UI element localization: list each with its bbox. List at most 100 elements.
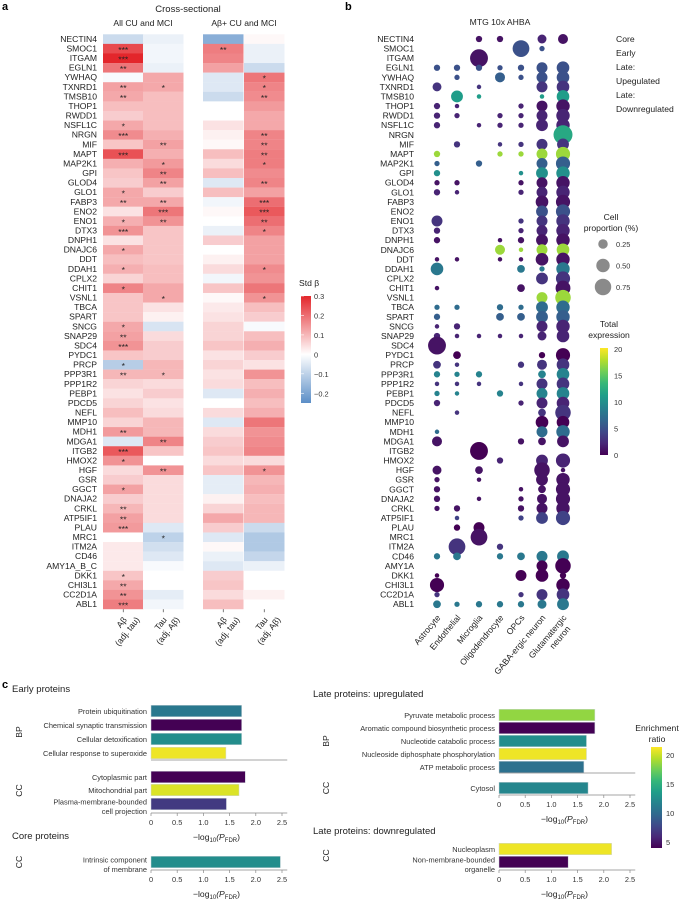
heatmap-cell <box>103 542 144 552</box>
heatmap-cell <box>143 312 184 322</box>
x-tick-label: 1.0 <box>546 800 556 809</box>
bar-label: Cellular response to superoxide <box>43 749 147 758</box>
dotplot-gene-label: GLOD4 <box>385 178 414 188</box>
x-tick-label: 0.5 <box>172 818 182 827</box>
expression-dot <box>518 381 524 387</box>
dotplot-gene-label: SDC4 <box>391 341 414 351</box>
heatmap-cell <box>244 178 285 188</box>
significance-stars: * <box>122 217 126 227</box>
heatmap-gene-label: ITM2A <box>72 542 98 552</box>
size-legend-title: Cell <box>604 212 619 222</box>
expression-dot <box>556 472 570 487</box>
bar-label: Plasma-membrane-bounded <box>53 797 147 806</box>
dotplot-gene-label: PPP3R1 <box>381 369 414 379</box>
expression-dot <box>536 100 548 112</box>
heatmap-cell <box>143 446 184 456</box>
heatmap-cell <box>143 225 184 236</box>
heatmap-cell <box>143 522 184 533</box>
x-axis-label-part: (P <box>564 889 573 899</box>
expression-dot <box>518 304 524 310</box>
enrichment-bar <box>150 719 242 731</box>
heatmap-cell <box>203 63 244 73</box>
heatmap-cell <box>143 82 184 92</box>
heatmap-cell <box>203 168 244 179</box>
heatmap-cell <box>103 197 144 207</box>
expression-dot <box>539 45 545 52</box>
heatmap-cell <box>143 53 184 64</box>
significance-stars: *** <box>118 227 129 237</box>
heatmap-gene-label: SNAP29 <box>64 331 97 341</box>
expression-dot <box>454 257 460 262</box>
expression-dot <box>475 160 483 167</box>
size-legend-dot <box>598 239 608 249</box>
heatmap-cell <box>203 436 244 447</box>
x-tick-label: 0 <box>149 818 153 827</box>
heatmap-cell <box>203 225 244 236</box>
x-axis-label-part: (P <box>564 814 573 824</box>
dotplot-gene-label: MDH1 <box>390 427 415 437</box>
heatmap-cell <box>103 369 144 380</box>
expression-dot <box>496 457 504 464</box>
expression-dot <box>556 358 570 372</box>
x-axis-label: −log10(PFDR) <box>193 832 240 844</box>
expression-dot <box>433 495 441 502</box>
expression-dot <box>497 65 503 71</box>
expression-dot <box>496 35 504 43</box>
heatmap-cell <box>203 292 244 303</box>
enrichment-bar <box>150 771 246 783</box>
heatmap-cell <box>103 34 144 44</box>
significance-stars: *** <box>259 208 270 218</box>
heatmap-cell <box>103 331 144 341</box>
heatmap-cell <box>143 130 184 140</box>
expression-dot <box>454 391 460 396</box>
expression-dot <box>556 99 570 113</box>
significance-stars: ** <box>120 83 127 93</box>
heatmap-gene-label: MDH1 <box>73 427 98 437</box>
bar-label: of membrane <box>103 865 147 874</box>
expression-dot <box>535 195 549 209</box>
expression-dot <box>454 362 460 367</box>
expression-dot <box>537 359 547 370</box>
expression-dot <box>432 82 442 92</box>
expression-dot <box>537 34 547 44</box>
significance-stars: *** <box>118 524 129 534</box>
expression-dot <box>517 601 525 608</box>
expression-dot <box>536 473 548 486</box>
expression-dot <box>556 501 570 516</box>
dotplot-gene-label: SMOC1 <box>383 44 414 54</box>
expression-dot <box>433 169 441 177</box>
expression-dot <box>539 266 545 272</box>
color-legend-tick-label: 15 <box>614 372 622 381</box>
heatmap-cell <box>103 398 144 409</box>
heatmap-column-label: Tau(adj. Aβ) <box>253 615 282 647</box>
expression-dot <box>518 247 524 252</box>
significance-stars: ** <box>120 581 127 591</box>
heatmap-cell <box>143 206 184 217</box>
heatmap-cell <box>103 178 144 188</box>
heatmap-cell <box>244 63 285 73</box>
heatmap-cell <box>103 474 144 485</box>
color-legend-title: expression <box>588 330 630 340</box>
expression-dot <box>476 333 482 339</box>
heatmap-cell <box>244 197 285 207</box>
total-expression-colorbar <box>600 348 608 455</box>
heatmap-gene-label: PYDC1 <box>68 350 97 360</box>
heatmap-cell <box>203 446 244 456</box>
heatmap-cell <box>143 589 184 600</box>
expression-dot <box>475 371 483 378</box>
heatmap-gene-label: TXNRD1 <box>63 82 98 92</box>
dotplot-gene-label: MDGA1 <box>383 436 414 446</box>
expression-dot <box>454 371 460 377</box>
heatmap-cell <box>143 235 184 246</box>
expression-dot <box>470 442 488 460</box>
significance-stars: * <box>263 294 267 304</box>
heatmap-cell <box>143 465 184 476</box>
expression-dot <box>536 550 548 562</box>
expression-dot <box>432 436 442 447</box>
dotplot-gene-label: TBCA <box>391 302 414 312</box>
heatmap-cell <box>244 34 285 44</box>
heatmap-gene-label: PRCP <box>73 360 97 370</box>
expression-dot <box>555 156 571 171</box>
heatmap-gene-label: NRGN <box>72 130 97 140</box>
heatmap-cell <box>143 340 184 351</box>
